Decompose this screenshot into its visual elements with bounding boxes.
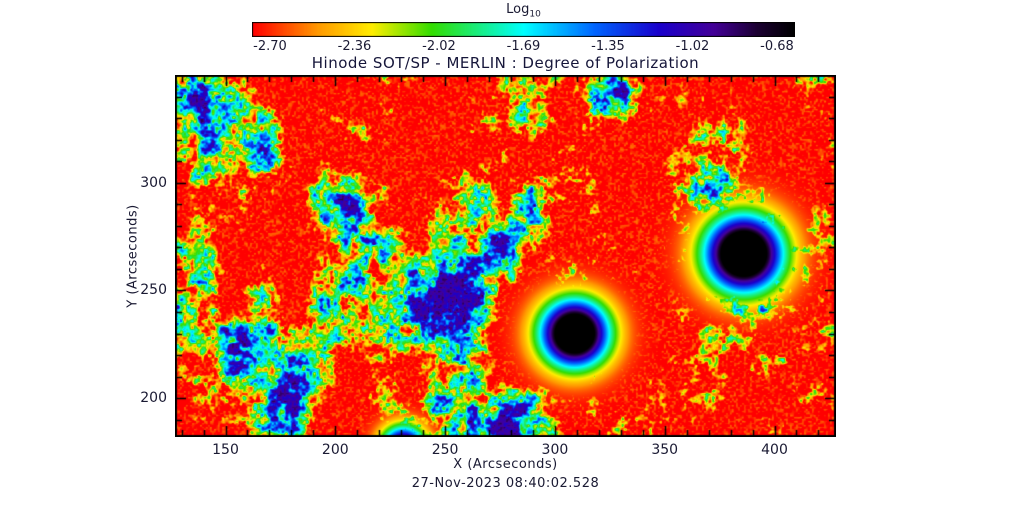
colorbar-tick-label: -1.69 [506, 39, 541, 54]
colorbar-tick-label: -2.70 [253, 39, 287, 54]
colorbar-tick-labels: -2.70 -2.36 -2.02 -1.69 -1.35 -1.02 -0.68 [252, 39, 795, 54]
colorbar-title-sub: 10 [529, 9, 541, 20]
timestamp-caption: 27-Nov-2023 08:40:02.528 [411, 476, 600, 491]
colorbar-gradient [252, 22, 795, 37]
x-tick-label: 200 [321, 442, 349, 458]
colorbar-tick-label: -1.02 [675, 39, 710, 54]
y-tick-label: 200 [140, 390, 167, 407]
plot-title: Hinode SOT/SP - MERLIN : Degree of Polar… [311, 54, 700, 72]
colorbar-tick-label: -2.36 [337, 39, 372, 54]
x-tick-label: 400 [761, 442, 788, 458]
colorbar-tick-label: -0.68 [760, 39, 794, 54]
y-tick-label: 250 [140, 282, 167, 299]
x-tick-label: 350 [651, 442, 679, 458]
colorbar-tick-label: -1.35 [591, 39, 625, 54]
heatmap-canvas [175, 75, 836, 437]
x-tick-label: 150 [212, 442, 239, 458]
colorbar-title-main: Log [506, 2, 530, 17]
x-tick-label: 300 [541, 442, 569, 458]
x-tick-label: 250 [431, 442, 459, 458]
colorbar-tick-label: -2.02 [422, 39, 456, 54]
x-axis-label: X (Arcseconds) [453, 457, 558, 472]
colorbar-title: Log10 [252, 2, 795, 20]
y-tick-label: 300 [140, 174, 167, 191]
